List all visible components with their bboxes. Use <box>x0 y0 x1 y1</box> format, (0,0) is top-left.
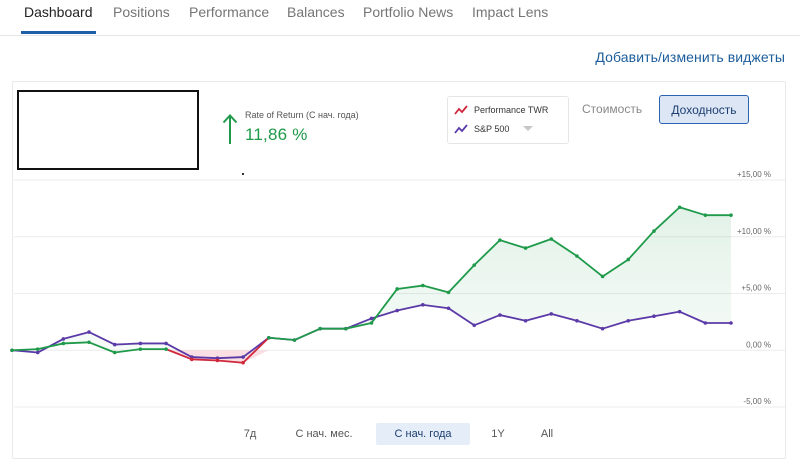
line-chart-icon <box>454 124 468 134</box>
tab-portfolio-news[interactable]: Portfolio News <box>363 4 454 20</box>
range-mtd-button[interactable]: С нач. мес. <box>295 428 353 440</box>
legend-item-performance-twr[interactable]: Performance TWR <box>454 105 548 115</box>
edit-widgets-link[interactable]: Добавить/изменить виджеты <box>595 49 785 65</box>
toggle-return-button[interactable]: Доходность <box>659 95 749 124</box>
toggle-value-button[interactable]: Стоимость <box>582 102 643 116</box>
tab-dashboard[interactable]: Dashboard <box>24 4 93 20</box>
tab-positions[interactable]: Positions <box>113 4 170 20</box>
tab-balances[interactable]: Balances <box>287 4 345 20</box>
arrow-up-icon <box>222 114 238 144</box>
redacted-logo-box <box>17 90 199 170</box>
range-ytd-button[interactable]: С нач. года <box>376 423 470 445</box>
legend-item-sp500[interactable]: S&P 500 <box>454 124 509 134</box>
range-7d-button[interactable]: 7д <box>243 428 257 440</box>
range-all-button[interactable]: All <box>540 428 554 440</box>
legend-label: Performance TWR <box>474 105 549 115</box>
decorative-dot <box>242 173 244 175</box>
rate-of-return-value: 11,86 % <box>245 125 308 144</box>
tab-performance[interactable]: Performance <box>189 4 270 20</box>
legend-label: S&P 500 <box>474 124 510 134</box>
active-tab-indicator <box>21 31 96 34</box>
chevron-down-icon[interactable] <box>523 126 533 131</box>
line-chart-icon <box>454 105 468 115</box>
tab-impact-lens[interactable]: Impact Lens <box>472 4 549 20</box>
top-tabs: Dashboard Positions Performance Balances… <box>0 0 800 36</box>
range-1y-button[interactable]: 1Y <box>491 428 505 440</box>
chart-legend[interactable]: Performance TWR S&P 500 <box>447 96 569 144</box>
rate-of-return-label: Rate of Return (С нач. года) <box>245 110 359 120</box>
